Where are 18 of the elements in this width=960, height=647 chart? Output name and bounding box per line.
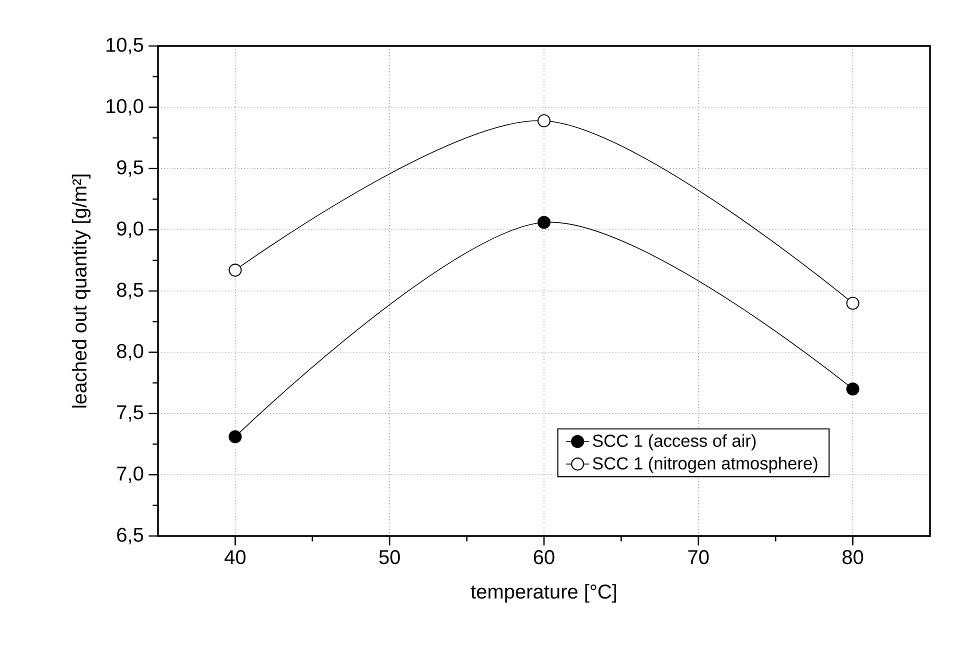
y-tick-label: 8,0: [117, 344, 144, 361]
y-tick-label: 10,0: [106, 98, 144, 116]
legend-label: SCC 1 (access of air): [592, 434, 756, 450]
x-axis-title: temperature [°C]: [470, 584, 616, 603]
x-tick-label: 70: [688, 550, 709, 564]
x-tick-label: 80: [842, 550, 864, 564]
y-tick-label: 8,5: [117, 282, 144, 300]
y-axis-title: leached out quantity [g/m²]: [72, 174, 91, 408]
y-tick-label: 10,5: [106, 38, 144, 54]
x-tick-label: 60: [534, 550, 554, 564]
x-tick-label: 40: [224, 550, 246, 564]
y-tick-label: 7,5: [117, 405, 144, 422]
y-tick-label: 9,5: [117, 160, 144, 177]
y-tick-label: 9,0: [117, 221, 144, 238]
legend-label: SCC 1 (nitrogen atmosphere): [592, 456, 818, 473]
y-tick-label: 6,5: [117, 528, 144, 544]
y-tick-label: 7,0: [117, 466, 144, 484]
x-tick-label: 50: [379, 550, 400, 564]
